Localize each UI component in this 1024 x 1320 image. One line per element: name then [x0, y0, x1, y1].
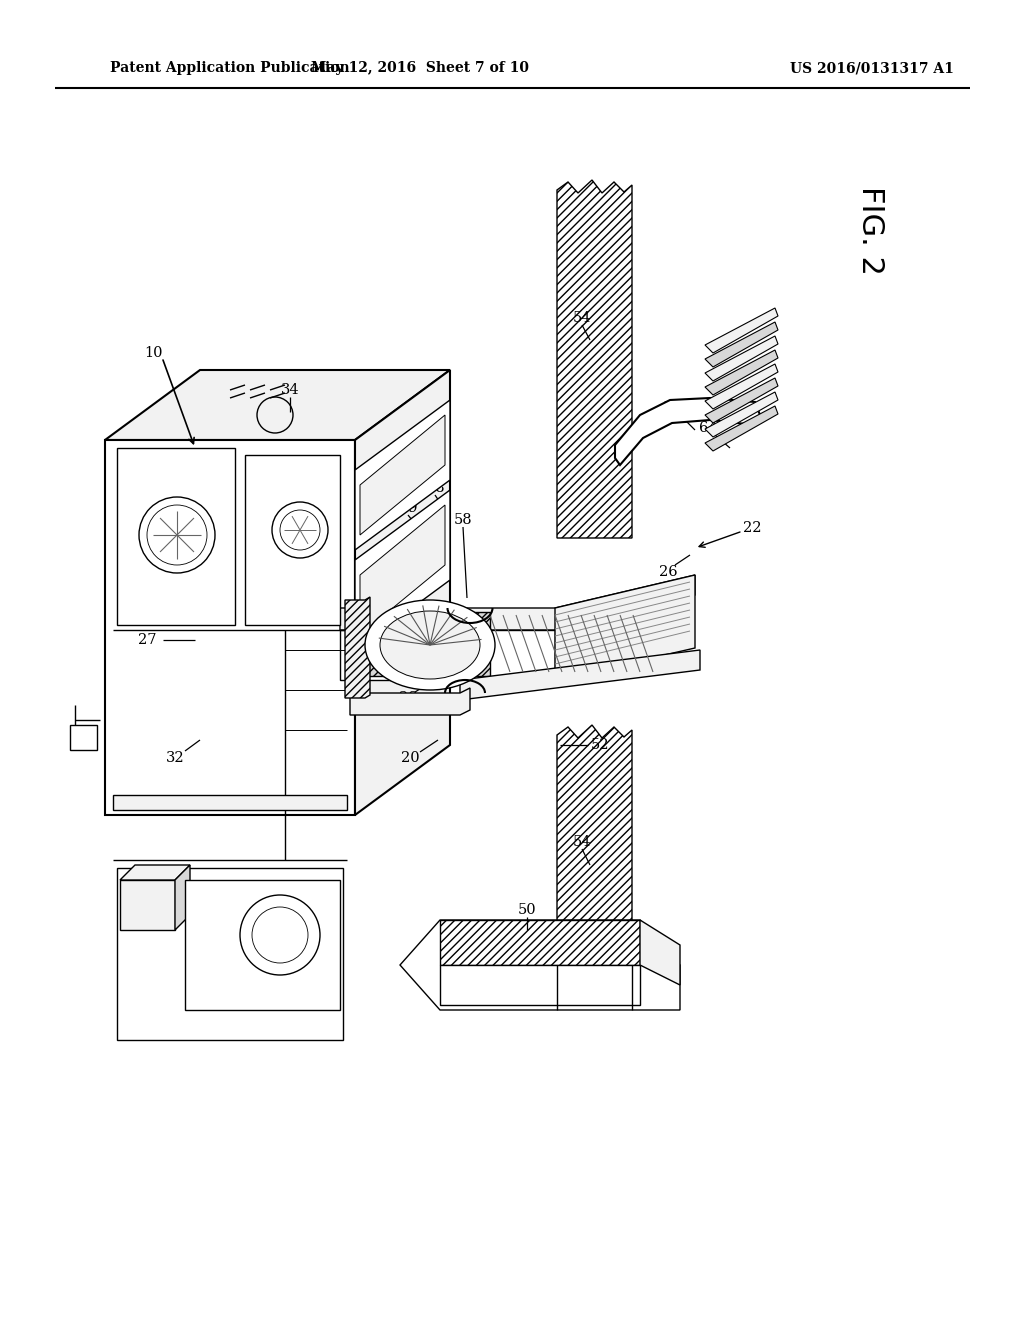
Polygon shape: [705, 407, 778, 451]
Polygon shape: [640, 920, 680, 985]
Text: 32: 32: [166, 751, 184, 766]
Text: Patent Application Publication: Patent Application Publication: [110, 61, 349, 75]
Polygon shape: [350, 612, 490, 676]
Text: 56: 56: [663, 401, 681, 414]
Text: 24: 24: [124, 533, 142, 546]
Text: 28: 28: [398, 690, 418, 705]
Circle shape: [240, 895, 319, 975]
Polygon shape: [360, 506, 445, 635]
Text: 29: 29: [398, 502, 417, 515]
Polygon shape: [117, 869, 343, 1040]
Polygon shape: [355, 400, 450, 550]
Text: 23: 23: [528, 611, 547, 624]
Text: 54: 54: [572, 836, 591, 849]
Text: 26: 26: [658, 565, 677, 579]
Polygon shape: [400, 920, 680, 1010]
Polygon shape: [245, 455, 340, 624]
Polygon shape: [557, 180, 632, 539]
Polygon shape: [355, 490, 450, 649]
Text: 28: 28: [426, 480, 444, 495]
Polygon shape: [105, 440, 355, 814]
Polygon shape: [705, 308, 778, 352]
Polygon shape: [705, 392, 778, 437]
Polygon shape: [705, 350, 778, 395]
Text: FIG. 2: FIG. 2: [855, 186, 885, 275]
Polygon shape: [557, 725, 632, 965]
Polygon shape: [105, 370, 450, 440]
Polygon shape: [185, 880, 340, 1010]
Text: 58: 58: [442, 704, 462, 717]
Polygon shape: [705, 322, 778, 367]
Polygon shape: [440, 965, 640, 1005]
Polygon shape: [175, 865, 190, 931]
Polygon shape: [705, 378, 778, 422]
Polygon shape: [340, 630, 555, 680]
Polygon shape: [345, 597, 370, 698]
Text: 58: 58: [454, 513, 472, 527]
Polygon shape: [70, 725, 97, 750]
Polygon shape: [555, 576, 695, 680]
Polygon shape: [340, 576, 695, 630]
Text: May 12, 2016  Sheet 7 of 10: May 12, 2016 Sheet 7 of 10: [311, 61, 529, 75]
Text: 10: 10: [144, 346, 163, 360]
Polygon shape: [117, 447, 234, 624]
Text: 20: 20: [400, 751, 419, 766]
Text: 54: 54: [572, 312, 591, 325]
Polygon shape: [440, 920, 640, 965]
Polygon shape: [120, 865, 190, 880]
Polygon shape: [615, 399, 760, 465]
Text: 34: 34: [281, 383, 299, 397]
Polygon shape: [350, 688, 470, 715]
Text: US 2016/0131317 A1: US 2016/0131317 A1: [790, 61, 954, 75]
Polygon shape: [120, 880, 175, 931]
Ellipse shape: [365, 601, 495, 690]
Text: 22: 22: [742, 521, 761, 535]
Text: 52: 52: [591, 738, 609, 752]
Text: 64: 64: [698, 421, 718, 436]
Ellipse shape: [380, 611, 480, 678]
Polygon shape: [460, 649, 700, 700]
Polygon shape: [705, 364, 778, 409]
Text: 50: 50: [518, 903, 537, 917]
Polygon shape: [355, 370, 450, 814]
Polygon shape: [360, 414, 445, 535]
Polygon shape: [113, 795, 347, 810]
Polygon shape: [705, 337, 778, 381]
Text: 27: 27: [138, 634, 157, 647]
